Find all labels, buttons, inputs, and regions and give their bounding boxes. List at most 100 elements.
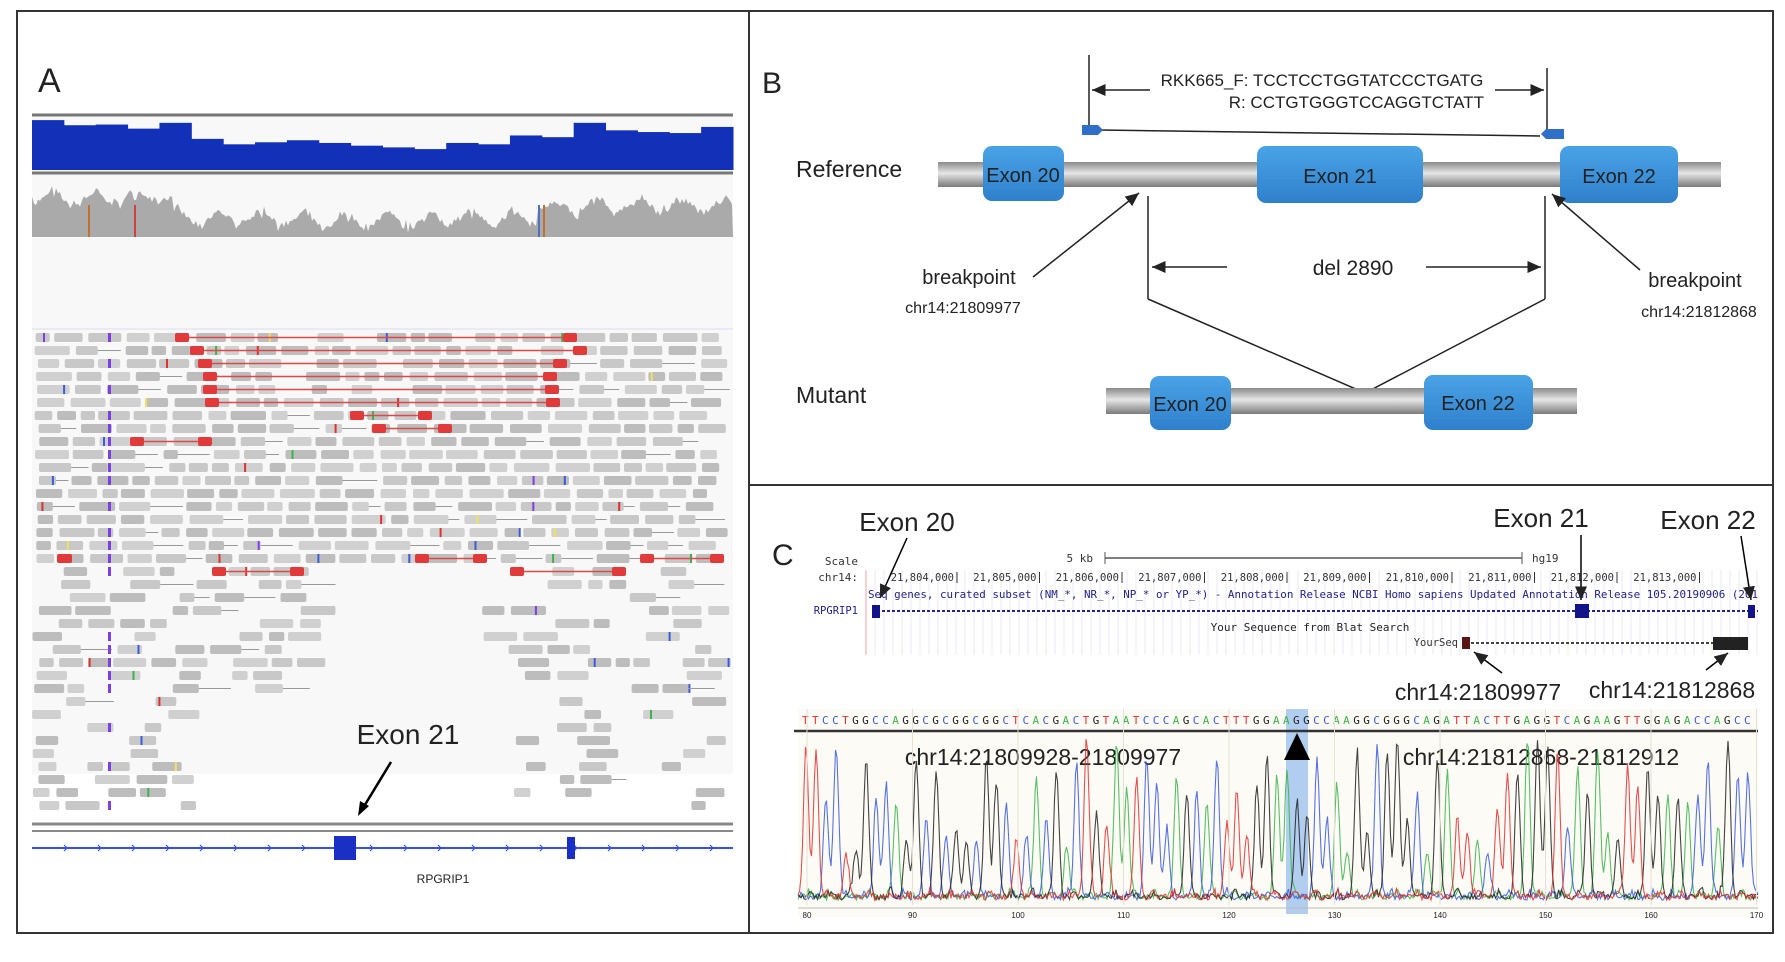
exon-box [1424, 375, 1533, 430]
read [325, 424, 342, 433]
read [494, 437, 527, 446]
read [34, 684, 65, 693]
coverage-bin [637, 132, 670, 170]
read [109, 593, 146, 602]
read [482, 606, 505, 615]
panel-c: C Scale 5 kb hg19 chr14: 21,804,000 21,80… [772, 503, 1764, 920]
read [288, 632, 322, 641]
read [626, 489, 654, 498]
base-call: G [912, 714, 919, 727]
exon-label: Exon 20 [986, 165, 1059, 187]
read [271, 658, 293, 667]
read [168, 710, 200, 719]
strand-arrow [709, 844, 714, 852]
base-call: C [1564, 714, 1571, 727]
read [126, 359, 157, 368]
read [68, 489, 97, 498]
read [267, 502, 283, 511]
read-mismatch [66, 541, 69, 550]
read [255, 684, 283, 693]
reference-exon-20: Exon 20 [983, 146, 1064, 201]
trace-tick-label: 160 [1644, 911, 1658, 920]
strand-arrow [437, 844, 442, 852]
read [510, 424, 542, 433]
split-read-segment [372, 424, 386, 433]
read [109, 762, 130, 771]
read [132, 476, 150, 485]
read [701, 333, 719, 342]
read [37, 515, 54, 524]
read [36, 489, 63, 498]
chrom-tick-label: 21,805,000 [973, 572, 1036, 584]
breakpoint-left-position: chr14:21809977 [905, 300, 1021, 317]
breakpoint-left-label: breakpoint [922, 267, 1016, 289]
read [297, 658, 326, 667]
split-read-segment [198, 359, 212, 368]
read [172, 684, 199, 693]
read [315, 437, 337, 446]
chrom-tick-label: 21,813,000 [1633, 572, 1696, 584]
strand-arrow [675, 844, 680, 852]
panel-a-label: A [38, 62, 61, 100]
split-read-segment [543, 372, 557, 381]
read [57, 411, 76, 420]
read [352, 502, 369, 511]
read [58, 619, 83, 628]
coverage-bin [127, 128, 160, 170]
split-read-segment [290, 567, 304, 576]
strand-arrow [165, 844, 170, 852]
trace-tick-label: 130 [1328, 911, 1342, 920]
read [558, 398, 575, 407]
read-mismatch [108, 424, 111, 433]
read [80, 411, 95, 420]
browser-exon-20 [872, 605, 880, 618]
read [391, 515, 409, 524]
base-call: A [1063, 714, 1070, 727]
read [685, 502, 714, 511]
strand-arrow [505, 844, 510, 852]
read [70, 398, 106, 407]
read-mismatch [166, 359, 168, 368]
base-call: C [1694, 714, 1701, 727]
exon-20-arrow [879, 537, 908, 599]
read [633, 346, 663, 355]
chrom-ticks: 21,804,000 21,805,000 21,806,000 21,807,000… [891, 572, 1700, 584]
read [87, 762, 103, 771]
read [435, 489, 463, 498]
read [248, 515, 283, 524]
read [313, 411, 344, 420]
read [518, 658, 550, 667]
read [269, 632, 285, 641]
read [609, 580, 627, 589]
exon-box [1560, 146, 1678, 203]
read [215, 502, 233, 511]
base-call: C [1744, 714, 1751, 727]
read [639, 502, 668, 511]
breakpoint-right-label: breakpoint [1648, 270, 1742, 292]
read [587, 437, 612, 446]
read [69, 593, 106, 602]
read [649, 606, 669, 615]
read [526, 762, 546, 771]
read [608, 489, 623, 498]
reference-exon-21: Exon 21 [1257, 146, 1423, 203]
read [159, 567, 175, 576]
read [56, 541, 84, 550]
strand-arrow [369, 844, 374, 852]
coverage-bin [286, 140, 320, 170]
read-mismatch [650, 710, 652, 719]
base-call: G [1353, 714, 1360, 727]
read [102, 489, 118, 498]
scale-value: 5 kb [1067, 552, 1094, 565]
read [319, 489, 341, 498]
browser-gene-name: RPGRIP1 [814, 605, 858, 617]
read [32, 632, 62, 641]
read [559, 697, 583, 706]
read [285, 476, 310, 485]
read [315, 502, 348, 511]
read [675, 450, 695, 459]
read [508, 645, 543, 654]
read-mismatch [137, 645, 140, 654]
panel-b: B RKK665_F: TCCTCCTGGTATCCCTGATG R: CCTG… [762, 55, 1757, 430]
base-call: C [1373, 714, 1380, 727]
